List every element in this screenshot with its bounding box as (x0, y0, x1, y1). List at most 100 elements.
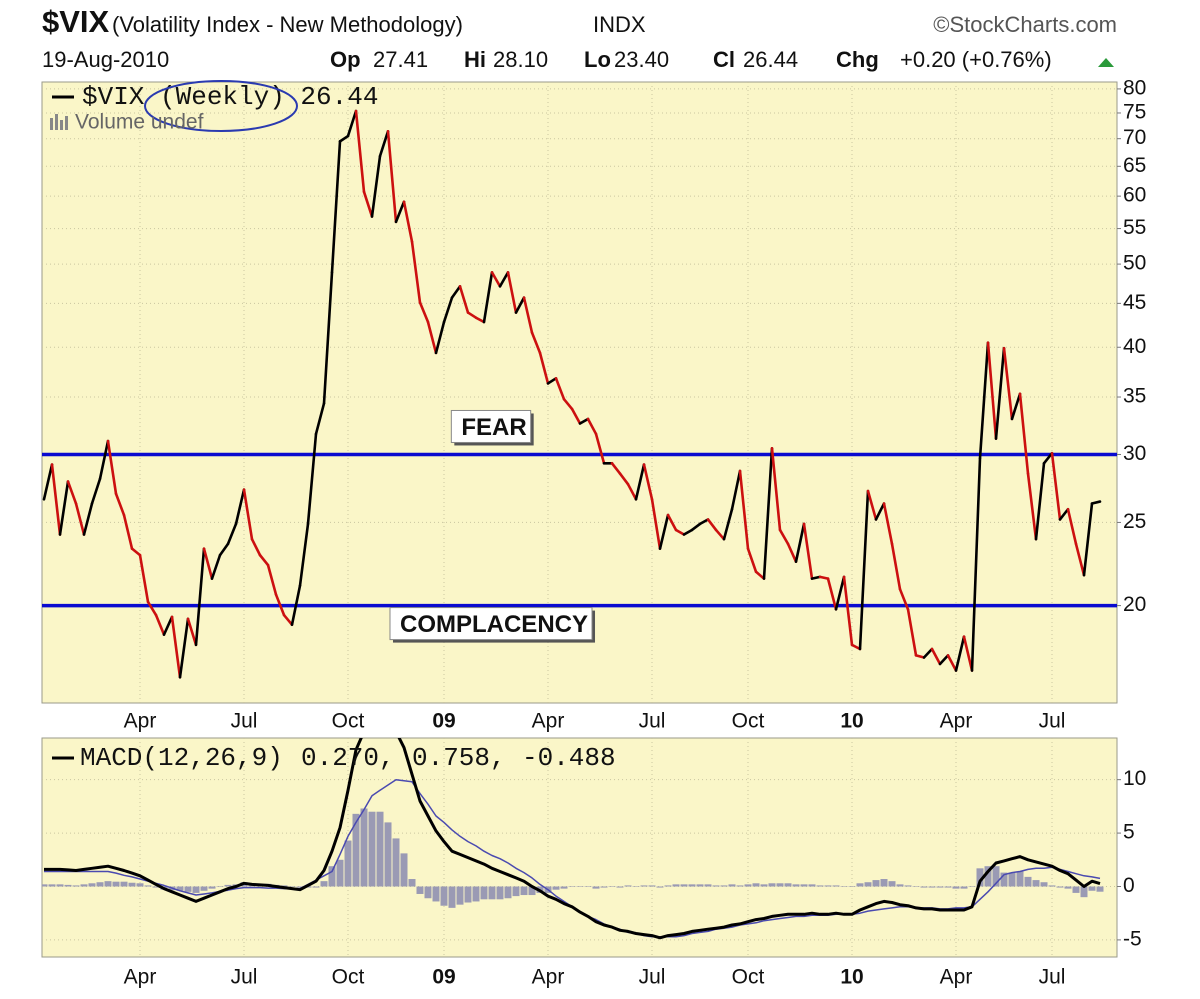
histogram-bar (584, 886, 592, 887)
price-segment (514, 296, 526, 314)
price-segment (298, 522, 310, 587)
price-segment (842, 575, 854, 647)
histogram-bar (1040, 882, 1048, 887)
histogram-bar (376, 811, 384, 887)
histogram-bar (848, 886, 856, 887)
price-segment (642, 463, 654, 501)
histogram-bar (1088, 886, 1096, 891)
price-segment (986, 341, 998, 440)
histogram-bar (992, 866, 1000, 887)
price-segment (938, 654, 950, 666)
price-segment (858, 489, 870, 651)
price-plot (42, 82, 1117, 703)
x-tick-label: Apr (124, 966, 157, 989)
macd-panel (41, 737, 1118, 958)
histogram-bar (600, 886, 608, 888)
price-segment (714, 528, 726, 541)
source: ©StockCharts.com (933, 12, 1117, 37)
histogram-bar (856, 883, 864, 887)
x-tick-label: 09 (432, 710, 455, 733)
price-segment (666, 513, 678, 532)
price-segment (898, 587, 910, 611)
y-tick-label: 30 (1123, 442, 1146, 465)
y-tick-label: 35 (1123, 385, 1146, 408)
price-segment (410, 240, 422, 304)
histogram-bar (776, 883, 784, 887)
symbol: $VIX (42, 4, 110, 39)
x-tick-label: Apr (532, 710, 565, 733)
price-segment (730, 469, 742, 511)
quote-label: Lo (584, 47, 611, 72)
price-panel (41, 81, 1118, 704)
price-segment (330, 140, 342, 274)
price-segment (706, 518, 718, 532)
histogram-bar (320, 881, 328, 887)
price-segment (530, 331, 542, 355)
histogram-bar (64, 884, 72, 887)
macd-line (44, 738, 1101, 940)
histogram-bar (784, 883, 792, 887)
legend-value: 0.270, (301, 743, 395, 773)
histogram-bar (424, 886, 432, 899)
volume-icon (50, 114, 68, 130)
price-segment (346, 109, 358, 138)
histogram-bar (104, 881, 112, 887)
y-tick-label: 45 (1123, 291, 1146, 314)
exchange: INDX (593, 12, 646, 37)
histogram-bar (728, 884, 736, 887)
histogram-bar (744, 884, 752, 887)
legend-value: -0.488 (522, 743, 616, 773)
price-segment (306, 432, 318, 526)
highlight-ellipse (144, 80, 298, 132)
histogram-bar (504, 886, 512, 899)
histogram-bar (816, 885, 824, 887)
price-segment (1026, 472, 1038, 541)
price-segment (274, 593, 286, 617)
price-segment (930, 647, 942, 666)
x-tick-label: Jul (639, 966, 666, 989)
price-segment (506, 271, 518, 314)
reference-label: COMPLACENCY (400, 611, 588, 638)
date: 19-Aug-2010 (42, 47, 169, 72)
histogram-bar (520, 886, 528, 896)
price-segment (50, 463, 62, 536)
histogram-bar (440, 886, 448, 906)
legend-entry: MACD(12,26,9) (80, 743, 283, 773)
price-segment (594, 432, 606, 465)
volume-label: Volume undef (75, 111, 204, 134)
price-segment (738, 469, 750, 550)
price-segment (1042, 451, 1054, 465)
price-segment (138, 553, 150, 604)
histogram-bar (408, 879, 416, 887)
price-segment (834, 575, 846, 611)
histogram-bar (672, 884, 680, 887)
price-segment (562, 397, 574, 411)
quote-value: 27.41 (373, 47, 428, 72)
y-tick-label: 25 (1123, 510, 1146, 533)
histogram-bar (1008, 872, 1016, 887)
histogram-bar (42, 884, 48, 887)
histogram-bar (88, 883, 96, 887)
histogram-bar (144, 885, 152, 887)
price-segment (922, 647, 934, 659)
histogram-bar (592, 886, 600, 889)
histogram-bar (1056, 886, 1064, 888)
price-segment (994, 346, 1006, 440)
x-tick-label: Apr (940, 710, 973, 733)
histogram-bar (120, 881, 128, 887)
histogram-bar (568, 886, 576, 887)
histogram-bar (400, 853, 408, 887)
x-tick-label: Oct (332, 966, 365, 989)
histogram-bar (920, 886, 928, 888)
histogram-bar (888, 881, 896, 887)
histogram-bar (192, 886, 200, 893)
price-segment (1018, 392, 1030, 475)
price-segment (74, 502, 86, 536)
price-segment (794, 522, 806, 563)
histogram-bar (1032, 880, 1040, 887)
histogram-bar (336, 859, 344, 887)
price-segment (634, 463, 646, 501)
y-tick-label: 80 (1123, 76, 1146, 99)
histogram-bar (552, 886, 560, 890)
histogram-bar (736, 885, 744, 887)
